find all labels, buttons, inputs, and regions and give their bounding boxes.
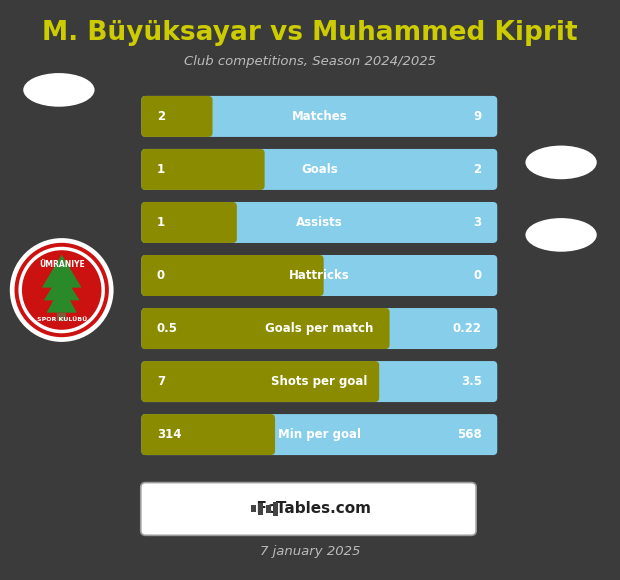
Text: 568: 568 (457, 428, 482, 441)
Text: 314: 314 (157, 428, 182, 441)
Ellipse shape (526, 146, 596, 179)
FancyBboxPatch shape (141, 202, 497, 243)
Text: Min per goal: Min per goal (278, 428, 361, 441)
FancyBboxPatch shape (141, 361, 497, 402)
FancyBboxPatch shape (141, 149, 265, 190)
Text: 2: 2 (474, 163, 482, 176)
Text: 3: 3 (474, 216, 482, 229)
FancyBboxPatch shape (141, 414, 497, 455)
Text: Shots per goal: Shots per goal (271, 375, 368, 388)
Text: 0: 0 (474, 269, 482, 282)
Text: 2: 2 (157, 110, 165, 123)
FancyBboxPatch shape (141, 483, 476, 535)
Text: FcTables.com: FcTables.com (246, 502, 371, 516)
FancyBboxPatch shape (141, 255, 324, 296)
FancyBboxPatch shape (141, 149, 497, 190)
Text: Goals: Goals (301, 163, 338, 176)
Polygon shape (44, 272, 79, 300)
FancyBboxPatch shape (141, 308, 389, 349)
FancyBboxPatch shape (141, 96, 213, 137)
FancyBboxPatch shape (141, 308, 497, 349)
Circle shape (10, 238, 113, 342)
Circle shape (14, 243, 109, 337)
Text: Hattricks: Hattricks (289, 269, 350, 282)
Polygon shape (58, 313, 66, 321)
Text: Assists: Assists (296, 216, 343, 229)
Text: 3.5: 3.5 (461, 375, 482, 388)
Text: 7: 7 (157, 375, 165, 388)
Text: 0.22: 0.22 (453, 322, 482, 335)
Ellipse shape (526, 218, 596, 252)
Polygon shape (42, 255, 81, 288)
Text: 1: 1 (157, 216, 165, 229)
Ellipse shape (24, 73, 94, 107)
FancyBboxPatch shape (250, 505, 255, 513)
FancyBboxPatch shape (141, 414, 275, 455)
Text: 0.5: 0.5 (157, 322, 178, 335)
Text: SPOR KULÜBÜ: SPOR KULÜBÜ (37, 317, 87, 322)
Text: 0: 0 (157, 269, 165, 282)
Text: 7 january 2025: 7 january 2025 (260, 545, 360, 558)
Text: Goals per match: Goals per match (265, 322, 373, 335)
FancyBboxPatch shape (266, 505, 270, 513)
Text: M. Büyüksayar vs Muhammed Kiprit: M. Büyüksayar vs Muhammed Kiprit (42, 20, 578, 46)
Text: 1: 1 (157, 163, 165, 176)
Text: Matches: Matches (291, 110, 347, 123)
FancyBboxPatch shape (141, 255, 497, 296)
Polygon shape (46, 285, 77, 313)
FancyBboxPatch shape (258, 503, 263, 515)
Text: 9: 9 (474, 110, 482, 123)
Text: ÜMRANIYE: ÜMRANIYE (39, 260, 84, 269)
FancyBboxPatch shape (141, 96, 497, 137)
FancyBboxPatch shape (141, 361, 379, 402)
FancyBboxPatch shape (273, 502, 278, 516)
FancyBboxPatch shape (141, 202, 237, 243)
Text: Club competitions, Season 2024/2025: Club competitions, Season 2024/2025 (184, 55, 436, 68)
